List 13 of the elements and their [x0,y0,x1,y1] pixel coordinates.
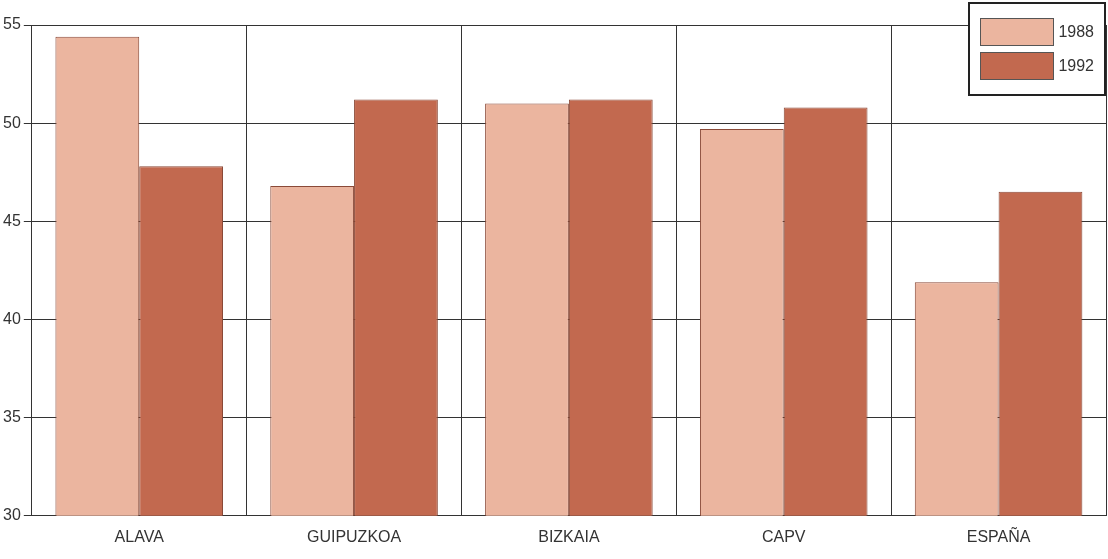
y-tick-label: 30 [3,506,21,524]
y-tick-label: 45 [3,211,21,229]
legend-label: 1988 [1058,23,1094,41]
x-tick-label: CAPV [761,527,806,545]
x-tick-label: ESPAÑA [966,525,1031,545]
y-tick-label: 40 [3,309,21,327]
y-tick-label: 50 [3,113,21,131]
y-tick-label: 35 [3,408,21,426]
x-tick-label: GUIPUZKOA [306,527,402,545]
x-tick-label: ALAVA [114,527,165,545]
y-tick-label: 55 [3,15,21,33]
x-tick-label: BIZKAIA [538,527,600,545]
legend-label: 1992 [1058,57,1094,75]
